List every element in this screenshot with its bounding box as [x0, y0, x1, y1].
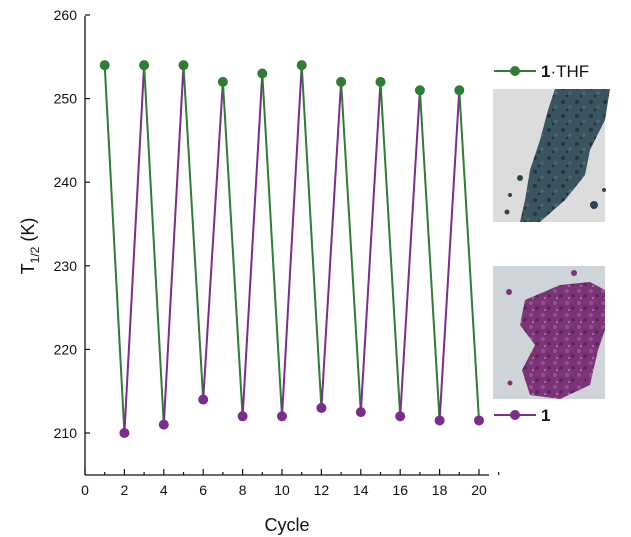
series-segment	[300, 65, 323, 408]
x-tick-label: 14	[353, 482, 369, 498]
data-point	[158, 419, 169, 430]
y-tick-label: 240	[54, 174, 78, 190]
data-point	[355, 407, 366, 418]
y-tick-label: 230	[54, 258, 78, 274]
data-point	[375, 76, 386, 87]
x-tick-label: 6	[199, 482, 207, 498]
data-point	[336, 76, 347, 87]
series-segment	[438, 90, 461, 421]
x-tick-label: 20	[471, 482, 487, 498]
series-segment	[103, 65, 126, 434]
series-segment	[221, 81, 244, 417]
x-tick-label: 12	[314, 482, 330, 498]
legend-item-1: 1	[494, 406, 550, 425]
series-segment	[340, 81, 362, 413]
series-segment	[418, 90, 441, 421]
x-tick-label: 10	[274, 482, 290, 498]
x-tick-label: 18	[432, 482, 448, 498]
data-point	[316, 402, 327, 413]
data-point	[414, 85, 425, 96]
data-point	[257, 68, 268, 79]
data-point	[99, 60, 110, 71]
data-point	[296, 60, 307, 71]
data-point	[198, 394, 209, 405]
series-segment	[162, 65, 185, 425]
series-points	[99, 60, 484, 438]
legend-marker-1-thf	[510, 66, 520, 76]
x-ticks: 0 2 4 6 8 10 12 14 16 18 20	[81, 469, 500, 498]
y-tick-label: 220	[54, 341, 78, 357]
y-tick-label: 250	[54, 91, 78, 107]
y-axis-title: T1/2 (K)	[18, 218, 42, 275]
legend-item-1-thf: 1·THF	[494, 62, 589, 81]
series-segment	[202, 81, 224, 400]
data-point	[178, 60, 189, 71]
x-tick-label: 0	[81, 482, 89, 498]
data-point	[119, 428, 130, 438]
series-lines	[103, 65, 480, 434]
series-segment	[143, 65, 165, 425]
sample-photo-1	[493, 266, 605, 399]
series-segment	[261, 73, 283, 417]
series-segment	[399, 90, 421, 417]
series-segment	[359, 81, 382, 413]
series-segment	[320, 81, 343, 408]
legend-label-1: 1	[541, 406, 550, 425]
data-point	[395, 411, 406, 422]
series-segment	[281, 65, 303, 417]
legend-label-1-thf: 1·THF	[541, 62, 589, 81]
series-segment	[182, 65, 205, 400]
data-point	[277, 411, 287, 422]
data-point	[217, 76, 228, 87]
series-segment	[379, 81, 402, 417]
data-point	[139, 60, 150, 71]
legend-marker-1	[510, 410, 520, 420]
y-ticks: 210 220 230 240 250 260	[54, 7, 90, 441]
y-tick-label: 210	[54, 425, 78, 441]
sample-photo-1-thf	[493, 89, 610, 222]
data-point	[474, 415, 484, 426]
x-axis-title: Cycle	[264, 515, 309, 535]
data-point	[237, 411, 248, 422]
series-segment	[123, 65, 146, 434]
x-tick-label: 8	[239, 482, 247, 498]
x-tick-label: 16	[392, 482, 408, 498]
data-point	[434, 415, 445, 426]
y-tick-label: 260	[54, 7, 78, 23]
x-tick-label: 4	[160, 482, 168, 498]
x-tick-label: 2	[121, 482, 129, 498]
series-segment	[241, 73, 264, 417]
data-point	[454, 85, 465, 96]
series-segment	[458, 90, 480, 421]
